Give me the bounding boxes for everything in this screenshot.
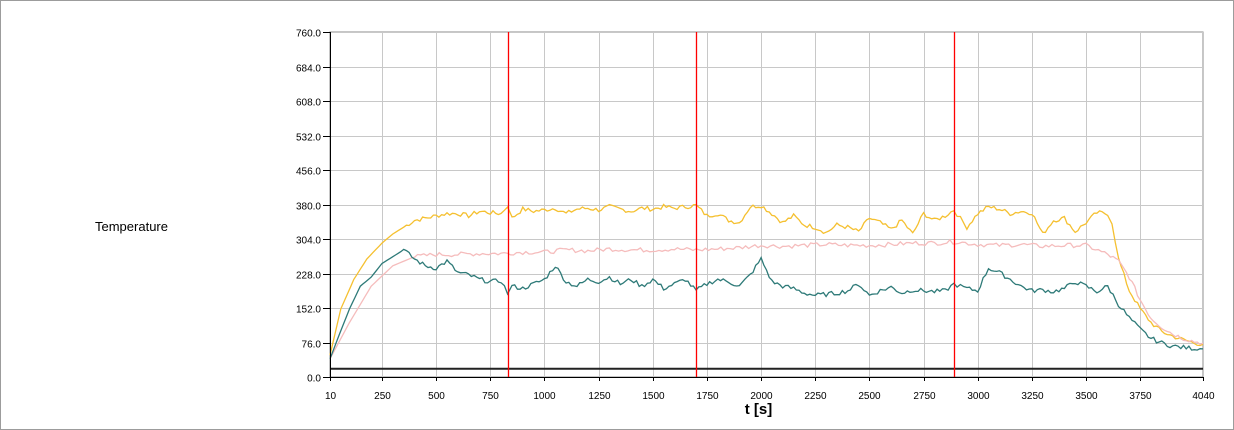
x-tick-label: 1750 [696,391,719,402]
y-tick-label: 304.0 [296,236,321,247]
series-line-2 [329,238,1204,360]
series-lines [329,203,1204,370]
series-line-1 [329,203,1204,356]
x-tick-label: 10 [325,391,337,402]
x-tick-label: 2250 [804,391,827,402]
series-line-3 [329,248,1204,360]
y-tick-label: 684.0 [296,64,321,75]
x-tick-label: 1500 [642,391,665,402]
plot-area [329,31,1204,378]
x-tick-label: 2750 [913,391,936,402]
x-tick-label: 3250 [1021,391,1044,402]
x-axis-label: t [s] [745,401,773,418]
x-tick-label: 750 [482,391,499,402]
x-tick-label: 3500 [1075,391,1098,402]
y-tick-label: 152.0 [296,305,321,316]
x-tick-label: 3000 [967,391,990,402]
x-tick-label: 2500 [858,391,881,402]
x-tick-label: 500 [428,391,445,402]
y-tick-label: 760.0 [296,29,321,40]
y-tick-label: 0.0 [307,374,321,385]
y-axis-label: Temperature [95,219,168,234]
x-tick-label: 250 [374,391,391,402]
axes [323,32,1204,381]
y-tick-label: 532.0 [296,133,321,144]
x-tick-label: 1000 [533,391,556,402]
x-tick-label: 1250 [588,391,611,402]
y-tick-label: 380.0 [296,202,321,213]
y-tick-label: 608.0 [296,98,321,109]
vertical-markers [507,32,956,377]
x-tick-label: 4040 [1192,391,1215,402]
x-tick-label: 2000 [750,391,773,402]
y-tick-label: 76.0 [302,340,322,351]
tick-labels: 10 250 500 750 1000 1250 1500 1750 2000 2250 2500 2… [296,29,1215,403]
y-tick-label: 456.0 [296,167,321,178]
grid-lines [329,31,1204,378]
x-tick-label: 3750 [1129,391,1152,402]
y-tick-label: 228.0 [296,271,321,282]
